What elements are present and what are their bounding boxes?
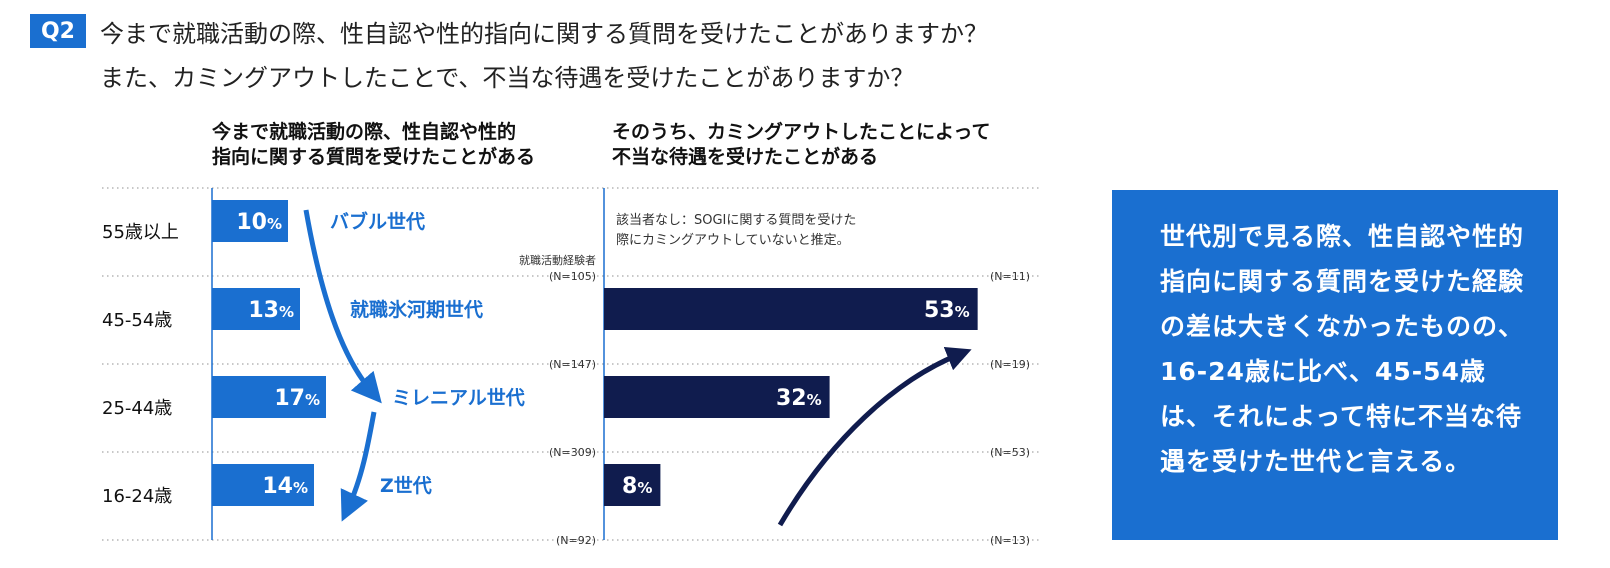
bar-right-25-44	[604, 376, 830, 418]
n-header-left: 就職活動経験者	[519, 253, 596, 267]
side-note-box	[1112, 190, 1558, 540]
chart-marks: 10% バブル世代 (N=105) 13% 就職氷河期世代 (N=147) 17% ミレニアル…	[212, 200, 1030, 547]
no-data-note-line-1: 該当者なし：SOGIに関する質問を受けた	[616, 212, 856, 228]
left-chart-title-line-2: 指向に関する質問を受けたことがある	[212, 146, 536, 168]
n-label-right-16-24: (N=13)	[990, 534, 1030, 547]
bar-left-55plus	[212, 200, 288, 242]
n-label-right-55plus: (N=11)	[990, 270, 1030, 283]
category-label-45-54: 45-54歳	[102, 310, 173, 331]
question-badge: Q2	[30, 14, 86, 48]
generation-label-55plus: バブル世代	[330, 210, 425, 233]
side-note-text: 世代別で見る際、性自認や性的指向に関する質問を受けた経験の差は大きくなかったもの…	[1160, 222, 1525, 476]
bar-left-45-54	[212, 288, 300, 330]
bar-left-25-44	[212, 376, 326, 418]
gridlines	[102, 187, 1040, 541]
left-chart-title: 今まで就職活動の際、性自認や性的 指向に関する質問を受けたことがある	[212, 120, 535, 170]
n-label-left-16-24: (N=92)	[556, 534, 596, 547]
bar-charts: 10% バブル世代 (N=105) 13% 就職氷河期世代 (N=147) 17% ミレニアル…	[102, 187, 1040, 547]
trend-arrow	[777, 347, 972, 527]
bar-right-45-54	[604, 288, 978, 330]
value-label-left-55plus: 10%	[236, 210, 282, 235]
right-chart-title-line-1: そのうち、カミングアウトしたことによって	[612, 121, 991, 143]
right-chart-title-line-2: 不当な待遇を受けたことがある	[612, 146, 879, 168]
bar-left-16-24	[212, 464, 314, 506]
value-label-right-25-44: 32%	[776, 386, 822, 411]
category-label-55plus: 55歳以上	[102, 222, 179, 243]
generation-label-16-24: Z世代	[380, 475, 432, 497]
value-label-left-25-44: 17%	[274, 386, 320, 411]
question-line-1: 今まで就職活動の際、性自認や性的指向に関する質問を受けたことがありますか？	[100, 20, 988, 48]
n-label-right-45-54: (N=19)	[990, 358, 1030, 371]
generation-arrow-upper	[303, 209, 382, 404]
value-label-left-45-54: 13%	[248, 298, 294, 323]
left-chart-title-line-1: 今まで就職活動の際、性自認や性的	[212, 121, 517, 143]
right-chart-title: そのうち、カミングアウトしたことによって 不当な待遇を受けたことがある	[612, 120, 990, 170]
n-label-left-55plus: (N=105)	[549, 270, 596, 283]
question-line-2: また、カミングアウトしたことで、不当な待遇を受けたことがありますか？	[100, 64, 915, 92]
n-label-left-25-44: (N=309)	[549, 446, 596, 459]
value-label-right-16-24: 8%	[622, 474, 652, 499]
generation-label-45-54: 就職氷河期世代	[350, 298, 483, 321]
generation-arrow-lower	[340, 411, 377, 522]
n-label-right-25-44: (N=53)	[990, 446, 1030, 459]
value-label-right-45-54: 53%	[924, 298, 970, 323]
generation-label-25-44: ミレニアル世代	[392, 387, 525, 409]
category-label-25-44: 25-44歳	[102, 398, 173, 419]
category-label-16-24: 16-24歳	[102, 486, 173, 507]
bar-right-16-24	[604, 464, 661, 506]
n-label-left-45-54: (N=147)	[549, 358, 596, 371]
no-data-note-line-2: 際にカミングアウトしていないと推定。	[616, 233, 850, 248]
value-label-left-16-24: 14%	[262, 474, 308, 499]
